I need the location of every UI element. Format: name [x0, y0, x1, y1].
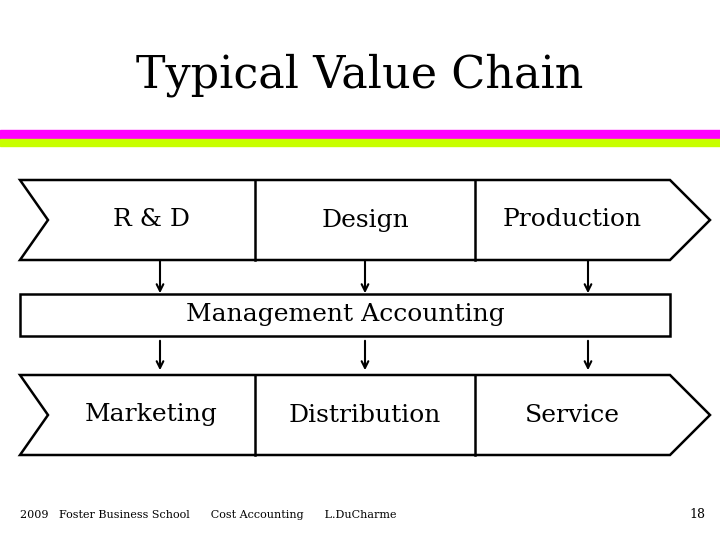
Text: Distribution: Distribution — [289, 403, 441, 427]
Text: Marketing: Marketing — [85, 403, 218, 427]
Polygon shape — [20, 375, 710, 455]
Text: Design: Design — [321, 208, 409, 232]
Text: Service: Service — [525, 403, 620, 427]
Polygon shape — [20, 180, 710, 260]
Text: Production: Production — [503, 208, 642, 232]
Text: 18: 18 — [689, 509, 705, 522]
Text: R & D: R & D — [113, 208, 190, 232]
Text: 2009   Foster Business School      Cost Accounting      L.DuCharme: 2009 Foster Business School Cost Account… — [20, 510, 397, 520]
Bar — [0, 139, 720, 146]
Text: Typical Value Chain: Typical Value Chain — [136, 53, 584, 97]
Text: Management Accounting: Management Accounting — [186, 303, 505, 327]
Bar — [0, 130, 720, 139]
Bar — [20, 294, 670, 336]
